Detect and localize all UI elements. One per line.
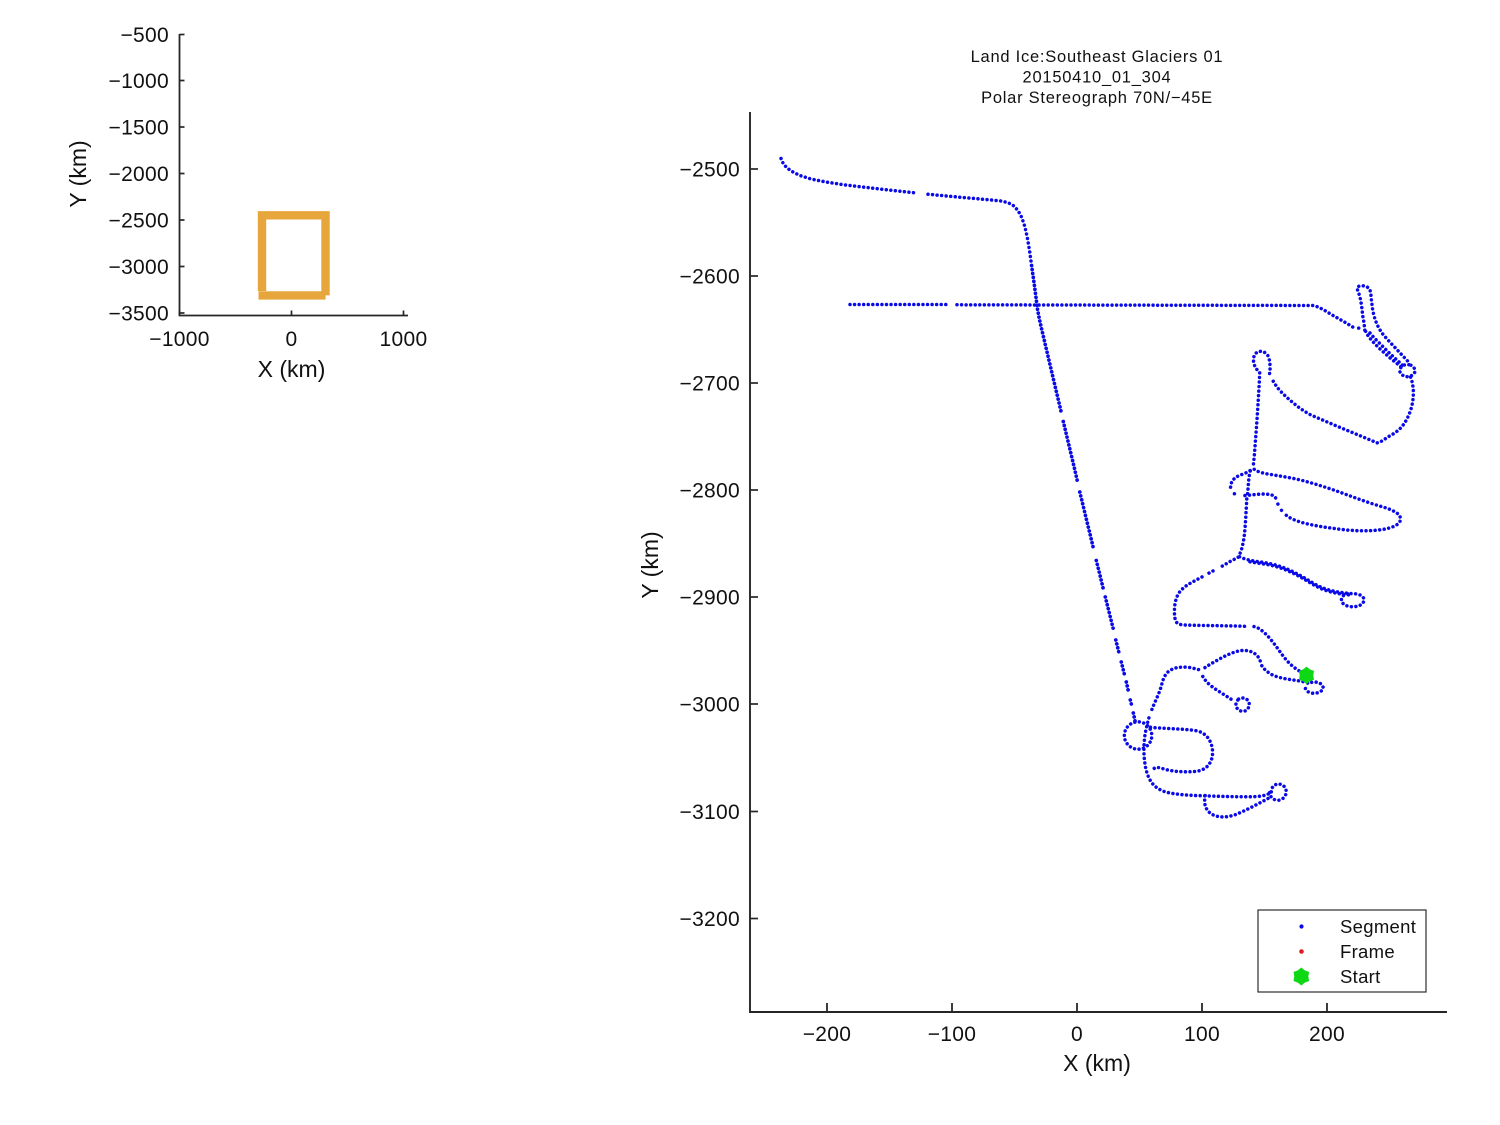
- svg-text:1000: 1000: [380, 328, 428, 351]
- svg-text:−2500: −2500: [680, 159, 740, 182]
- svg-text:−3100: −3100: [680, 801, 740, 824]
- svg-text:−200: −200: [803, 1023, 852, 1046]
- svg-text:−3000: −3000: [680, 694, 740, 717]
- svg-text:−1500: −1500: [109, 117, 169, 140]
- svg-text:−1000: −1000: [109, 70, 169, 93]
- svg-text:200: 200: [1309, 1023, 1345, 1046]
- svg-text:−2000: −2000: [109, 163, 169, 186]
- svg-text:0: 0: [1071, 1023, 1083, 1046]
- svg-text:−3200: −3200: [680, 908, 740, 931]
- svg-text:X (km): X (km): [1063, 1050, 1131, 1076]
- svg-text:100: 100: [1184, 1023, 1220, 1046]
- svg-text:−2700: −2700: [680, 373, 740, 396]
- svg-text:X (km): X (km): [258, 356, 326, 382]
- svg-text:0: 0: [286, 328, 298, 351]
- svg-text:−1000: −1000: [149, 328, 209, 351]
- svg-text:−3500: −3500: [109, 303, 169, 326]
- svg-text:−500: −500: [120, 24, 169, 47]
- svg-text:−2800: −2800: [680, 480, 740, 503]
- svg-text:Start: Start: [1340, 966, 1381, 987]
- svg-text:20150410_01_304: 20150410_01_304: [1023, 69, 1172, 87]
- svg-text:Y (km): Y (km): [65, 140, 91, 207]
- svg-text:−3000: −3000: [109, 256, 169, 279]
- svg-text:−100: −100: [928, 1023, 977, 1046]
- svg-text:−2600: −2600: [680, 266, 740, 289]
- svg-text:−2900: −2900: [680, 587, 740, 610]
- svg-text:Polar Stereograph 70N/−45E: Polar Stereograph 70N/−45E: [981, 89, 1213, 107]
- svg-text:Y (km): Y (km): [637, 531, 663, 598]
- svg-text:Land Ice:Southeast Glaciers 01: Land Ice:Southeast Glaciers 01: [971, 48, 1224, 66]
- svg-text:−2500: −2500: [109, 210, 169, 233]
- svg-text:Segment: Segment: [1340, 916, 1416, 937]
- svg-text:Frame: Frame: [1340, 941, 1395, 962]
